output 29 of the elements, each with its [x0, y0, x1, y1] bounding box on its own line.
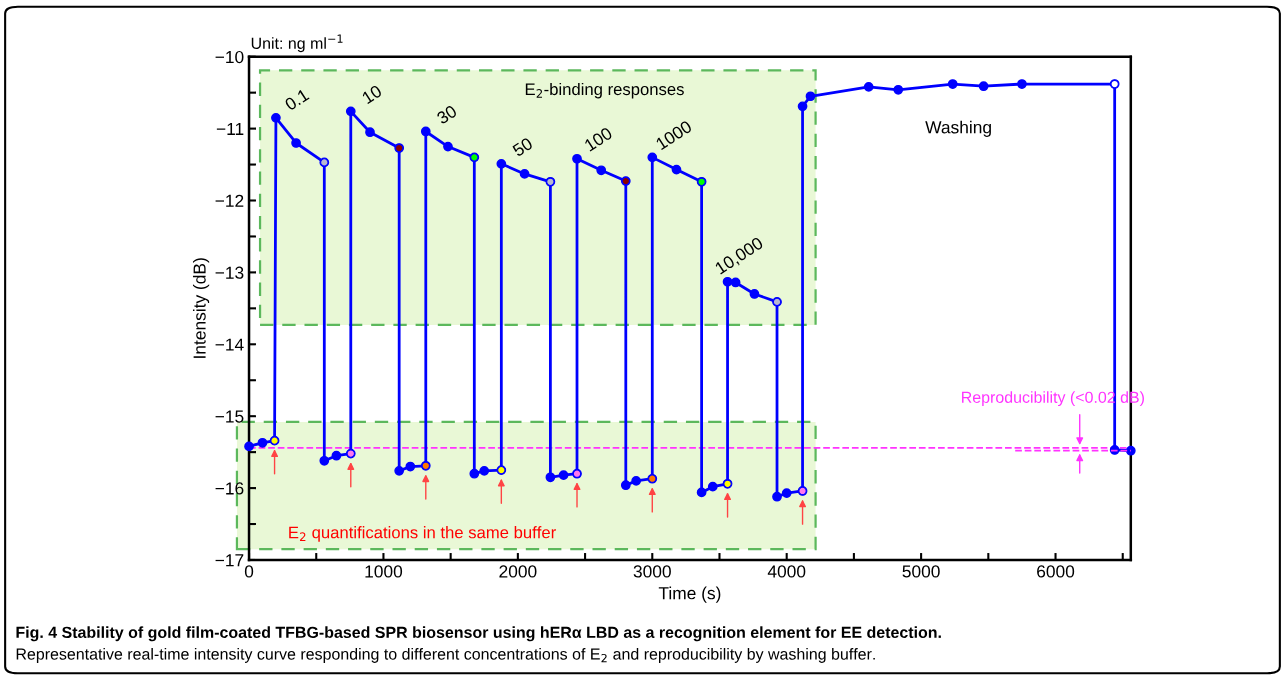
- annotation: Washing: [925, 120, 991, 137]
- x-axis-title: Time (s): [658, 586, 721, 603]
- x-tick-label: 4000: [767, 565, 806, 578]
- y-tick-label: −16: [215, 482, 244, 495]
- y-tick-label: −10: [215, 50, 244, 64]
- x-tick-label: 0: [244, 565, 254, 578]
- y-tick-label: −11: [216, 122, 244, 135]
- annotation: 10: [361, 84, 383, 105]
- caption: Fig. 4 Stability of gold film-coated TFBG-based SPR biosensor using hERα LBD as a recognition element for EE detection.: [16, 626, 941, 642]
- annotation: 1000: [655, 119, 693, 151]
- x-tick-label: 1000: [365, 565, 403, 578]
- text: Representative real-time intensity curve responding to different concentrations of E$_{2}$ and reproducibility by washing buffer.: [16, 648, 875, 663]
- y-tick-label: −14: [215, 338, 244, 351]
- x-tick-label: 2000: [499, 565, 537, 578]
- annotation: 30: [435, 104, 458, 125]
- annotation: 100: [583, 126, 614, 152]
- annotation: 50: [511, 136, 534, 157]
- x-tick-label: 6000: [1037, 565, 1075, 578]
- y-tick-label: −15: [215, 410, 244, 423]
- y-tick-label: −12: [215, 194, 244, 207]
- x-tick-label: 5000: [902, 565, 940, 578]
- band-label: E$_{2}$-binding responses: [525, 82, 684, 99]
- x-tick-label: 3000: [633, 565, 671, 578]
- y-tick-label: −17: [215, 554, 244, 567]
- band-label: E$_{2}$ quantifications in the same buffer: [289, 526, 556, 542]
- text: Unit: ng ml$^{−1}$: [251, 34, 343, 53]
- y-tick-label: −13: [215, 266, 244, 279]
- annotation: 0.1: [283, 88, 310, 111]
- y-axis-title: Intensity (dB): [192, 258, 210, 358]
